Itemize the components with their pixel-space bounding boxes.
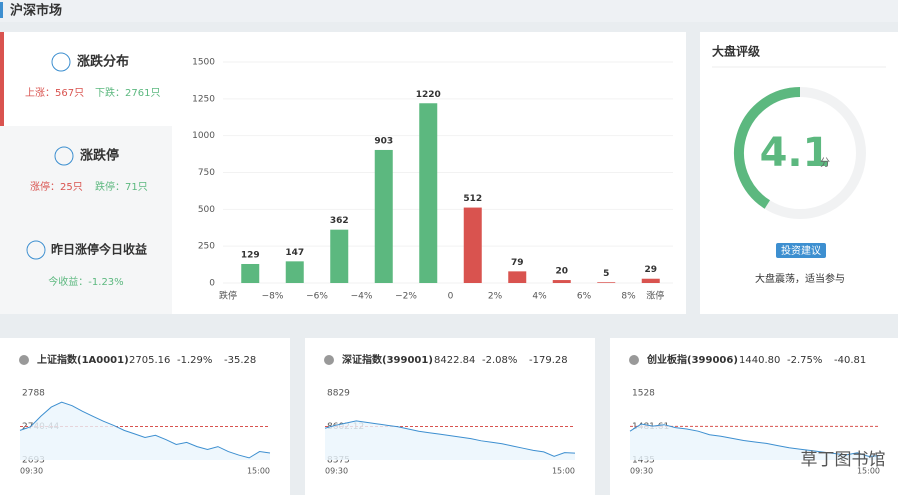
x-tick-label: 15:00 xyxy=(247,467,270,476)
limit-down: 跌停：71只 xyxy=(95,180,148,193)
index-quote: -179.28 xyxy=(529,355,568,366)
y-tick-label: 8829 xyxy=(327,389,350,399)
y-tick-label: 0 xyxy=(209,279,215,289)
up-count: 上涨：567只 xyxy=(25,87,84,99)
line xyxy=(324,420,576,457)
index-quote: 1440.80 xyxy=(739,355,780,366)
x-tick-label: 09:30 xyxy=(20,467,43,476)
index-quote: -40.81 xyxy=(834,355,866,366)
index-title: 深证指数(399001) xyxy=(342,353,433,366)
bar xyxy=(241,263,260,283)
bar xyxy=(330,229,349,283)
bar xyxy=(285,261,304,283)
value-label: 129 xyxy=(241,250,260,260)
bar xyxy=(552,280,571,283)
index-title: 创业板指(399006) xyxy=(646,353,738,366)
value-label: 79 xyxy=(511,258,524,268)
advice-button-label[interactable]: 投资建议 xyxy=(781,244,821,257)
value-label: 5 xyxy=(603,269,609,279)
index-quote: -1.29% xyxy=(177,355,212,366)
yesterday-title: 昨日涨停今日收益 xyxy=(51,242,147,257)
bar xyxy=(374,149,393,283)
distribution-title: 涨跌分布 xyxy=(76,54,129,70)
advice-text: 大盘震荡，适当参与 xyxy=(755,272,845,285)
bar xyxy=(508,271,527,283)
icon xyxy=(19,355,29,365)
value-label: 903 xyxy=(374,136,393,146)
x-tick-label: −2% xyxy=(395,292,417,302)
icon xyxy=(324,355,334,365)
line xyxy=(629,423,881,457)
rating-title: 大盘评级 xyxy=(712,44,760,59)
icon xyxy=(51,52,71,72)
area xyxy=(20,402,270,460)
advice-button[interactable] xyxy=(776,243,826,258)
x-tick-label: 09:30 xyxy=(325,467,348,476)
header-accent xyxy=(0,2,3,18)
y-tick-label: 2693 xyxy=(22,456,45,466)
x-tick-label: 2% xyxy=(488,292,503,302)
index-panel xyxy=(305,338,595,495)
y-tick-label: 1528 xyxy=(632,389,655,399)
x-tick-label: 09:30 xyxy=(630,467,653,476)
rating-value: 4.1 xyxy=(760,130,831,176)
y-tick-label: 500 xyxy=(198,205,215,215)
value-label: 1220 xyxy=(416,90,441,100)
watermark: 草丁图书馆 xyxy=(801,450,886,470)
x-tick-label: 6% xyxy=(577,292,592,302)
gauge-arc xyxy=(734,87,801,209)
x-tick-label: 跌停 xyxy=(219,290,237,302)
index-quote: -35.28 xyxy=(224,355,256,366)
y-tick-label: 1500 xyxy=(192,58,215,68)
y-tick-label: 1250 xyxy=(192,94,215,104)
y-tick-label: 8375 xyxy=(327,456,350,466)
icon xyxy=(26,240,46,260)
x-tick-label: 0 xyxy=(448,292,454,302)
index-quote: -2.08% xyxy=(482,355,517,366)
x-tick-label: 15:00 xyxy=(552,467,575,476)
down-count: 下跌：2761只 xyxy=(95,86,160,99)
index-quote: -2.75% xyxy=(787,355,822,366)
x-tick-label: 8% xyxy=(621,292,636,302)
value-label: 512 xyxy=(463,194,482,204)
x-tick-label: 4% xyxy=(532,292,547,302)
icon xyxy=(54,146,74,166)
x-tick-label: −8% xyxy=(262,292,284,302)
value-label: 20 xyxy=(555,267,568,277)
bar xyxy=(641,278,660,283)
icon xyxy=(629,355,639,365)
index-quote: 2705.16 xyxy=(129,355,170,366)
index-title: 上证指数(1A0001) xyxy=(37,353,129,366)
value-label: 362 xyxy=(330,216,349,226)
y-tick-label: 2788 xyxy=(22,389,45,399)
y-tick-label: 1000 xyxy=(192,131,215,141)
index-panel xyxy=(610,338,898,495)
x-tick-label: −4% xyxy=(351,292,373,302)
yesterday-income: 今收益：-1.23% xyxy=(48,275,123,288)
header-title: 沪深市场 xyxy=(10,3,62,19)
limit-title: 涨跌停 xyxy=(79,148,119,164)
y-tick-label: 750 xyxy=(198,168,215,178)
bar xyxy=(597,282,616,283)
value-label: 147 xyxy=(285,248,304,258)
line xyxy=(19,401,271,459)
y-tick-label: 1435 xyxy=(632,456,655,466)
summary-gray xyxy=(0,126,172,314)
header-bar xyxy=(0,0,898,22)
x-tick-label: 15:00 xyxy=(857,467,880,476)
area xyxy=(325,420,575,460)
bar xyxy=(463,207,482,283)
y-tick-label: 250 xyxy=(198,242,215,252)
active-marker xyxy=(0,32,4,126)
index-quote: 8422.84 xyxy=(434,355,475,366)
rating-unit: 分 xyxy=(820,157,830,169)
x-tick-label: 涨停 xyxy=(646,290,664,302)
x-tick-label: −6% xyxy=(306,292,328,302)
limit-up: 涨停：25只 xyxy=(30,180,83,193)
rating-panel xyxy=(700,32,898,314)
bar xyxy=(419,103,438,284)
value-label: 29 xyxy=(644,265,657,275)
